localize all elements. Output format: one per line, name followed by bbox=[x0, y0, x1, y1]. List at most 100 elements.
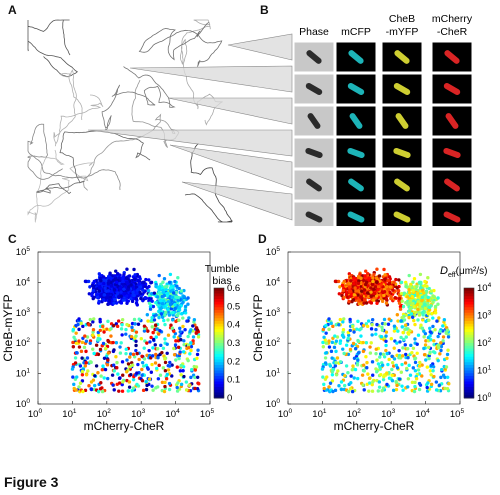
scatter-point bbox=[406, 377, 411, 381]
scatter-point bbox=[102, 356, 107, 360]
y-tick-label: 101 bbox=[266, 368, 281, 380]
scatter-point bbox=[365, 291, 370, 295]
scatter-point bbox=[370, 382, 374, 387]
scatter-point bbox=[160, 302, 165, 306]
scatter-point bbox=[410, 294, 415, 299]
scatter-point bbox=[400, 299, 404, 303]
scatter-point bbox=[359, 327, 363, 331]
cell-image bbox=[445, 113, 459, 129]
scatter-point bbox=[193, 375, 197, 380]
scatter-point bbox=[187, 383, 192, 388]
scatter-point bbox=[102, 330, 106, 334]
scatter-point bbox=[420, 295, 425, 300]
scatter-point bbox=[337, 292, 342, 296]
scatter-point bbox=[97, 272, 102, 276]
scatter-point bbox=[140, 367, 144, 372]
scatter-point bbox=[88, 360, 93, 364]
zoom-wedges bbox=[87, 33, 293, 221]
trajectory-path bbox=[184, 143, 233, 223]
scatter-point bbox=[114, 341, 119, 345]
scatter-point bbox=[163, 380, 167, 385]
y-tick-label: 104 bbox=[266, 276, 281, 288]
scatter-point bbox=[359, 334, 363, 338]
scatter-point bbox=[382, 317, 387, 322]
scatter-point bbox=[424, 339, 428, 343]
scatter-point bbox=[124, 351, 128, 356]
scatter-point bbox=[182, 295, 186, 299]
scatter-point bbox=[387, 275, 392, 279]
scatter-point bbox=[370, 318, 375, 322]
scatter-point bbox=[415, 351, 419, 355]
scatter-point bbox=[151, 388, 155, 392]
scatter-point bbox=[377, 274, 382, 278]
scatter-point bbox=[420, 298, 424, 303]
scatter-point bbox=[151, 330, 155, 335]
scatter-point bbox=[404, 366, 409, 371]
scatter-point bbox=[196, 335, 201, 339]
scatter-point bbox=[134, 343, 138, 348]
cell-image bbox=[307, 113, 321, 129]
scatter-point bbox=[425, 365, 429, 369]
scatter-point bbox=[141, 364, 146, 368]
scatter-point bbox=[97, 285, 102, 289]
scatter-point bbox=[424, 290, 428, 295]
scatter-point bbox=[369, 286, 373, 290]
scatter-point bbox=[327, 327, 331, 332]
scatter-point bbox=[323, 361, 328, 365]
scatter-point bbox=[154, 335, 158, 339]
scatter-point bbox=[179, 338, 183, 342]
scatter-point bbox=[412, 299, 416, 303]
colorbar-segment bbox=[214, 326, 224, 330]
scatter-point bbox=[170, 374, 174, 378]
scatter-point bbox=[414, 310, 418, 315]
colorbar-segment bbox=[464, 288, 474, 292]
scatter-point bbox=[147, 301, 152, 306]
colorbar-frame bbox=[213, 287, 225, 399]
scatter-point bbox=[395, 383, 399, 388]
scatter-point bbox=[149, 280, 154, 285]
scatter-point bbox=[369, 301, 374, 305]
y-tick-label: 103 bbox=[16, 307, 31, 319]
scatter-point bbox=[81, 324, 85, 329]
scatter-point bbox=[386, 287, 390, 292]
scatter-point bbox=[417, 387, 422, 392]
scatter-point bbox=[432, 374, 436, 379]
scatter-point bbox=[145, 286, 149, 290]
scatter-point bbox=[399, 370, 404, 374]
scatter-point bbox=[351, 364, 355, 368]
scatter-point bbox=[422, 329, 426, 333]
scatter-point bbox=[327, 339, 331, 343]
scatter-point bbox=[404, 301, 408, 305]
scatter-point bbox=[412, 277, 417, 281]
scatter-point bbox=[138, 290, 142, 295]
scatter-point bbox=[77, 385, 81, 389]
scatter-point bbox=[101, 364, 105, 368]
scatter-point bbox=[401, 330, 405, 335]
scatter-point bbox=[183, 311, 188, 315]
scatter-point bbox=[109, 327, 113, 331]
scatter-point bbox=[152, 318, 157, 322]
scatter-point bbox=[145, 353, 149, 358]
scatter-point bbox=[378, 352, 383, 356]
scatter-point bbox=[392, 346, 396, 350]
scatter-point bbox=[411, 280, 415, 284]
cell-image bbox=[306, 50, 322, 64]
scatter-point bbox=[418, 272, 423, 277]
scatter-point bbox=[333, 364, 338, 368]
scatter-point bbox=[172, 346, 176, 351]
scatter-point bbox=[334, 361, 338, 365]
scatter-point bbox=[195, 352, 200, 357]
scatter-point bbox=[374, 370, 379, 374]
scatter-point bbox=[182, 342, 186, 347]
scatter-point bbox=[346, 389, 351, 394]
scatter-point bbox=[82, 345, 87, 350]
scatter-point bbox=[134, 301, 139, 305]
scatter-point bbox=[340, 283, 345, 288]
cell-image bbox=[305, 211, 323, 223]
scatter-point bbox=[377, 380, 382, 384]
scatter-point bbox=[116, 271, 120, 276]
scatter-point bbox=[164, 310, 168, 315]
scatter-point bbox=[396, 289, 401, 293]
scatter-point bbox=[425, 385, 429, 390]
scatter-point bbox=[390, 379, 395, 383]
